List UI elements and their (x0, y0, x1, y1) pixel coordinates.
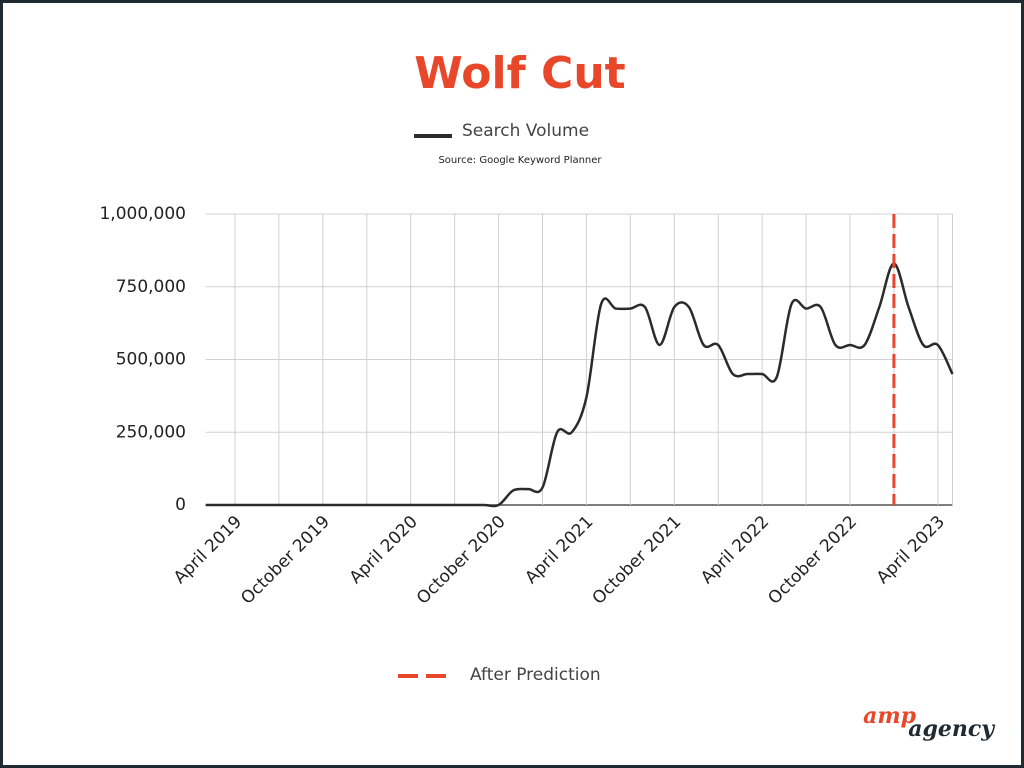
logo-agency: agency (908, 716, 996, 742)
y-tick-label: 750,000 (116, 277, 186, 297)
subtitle: Source: Google Keyword Planner (438, 155, 602, 166)
logo-amp: amp (863, 703, 917, 729)
legend-label: After Prediction (470, 665, 601, 685)
y-tick-label: 500,000 (116, 350, 186, 370)
y-tick-label: 1,000,000 (99, 204, 186, 224)
y-tick-label: 0 (175, 495, 186, 515)
chart-title: Wolf Cut (414, 48, 625, 99)
legend-label: Search Volume (462, 121, 589, 141)
y-tick-label: 250,000 (116, 422, 186, 442)
line-series (205, 262, 954, 508)
